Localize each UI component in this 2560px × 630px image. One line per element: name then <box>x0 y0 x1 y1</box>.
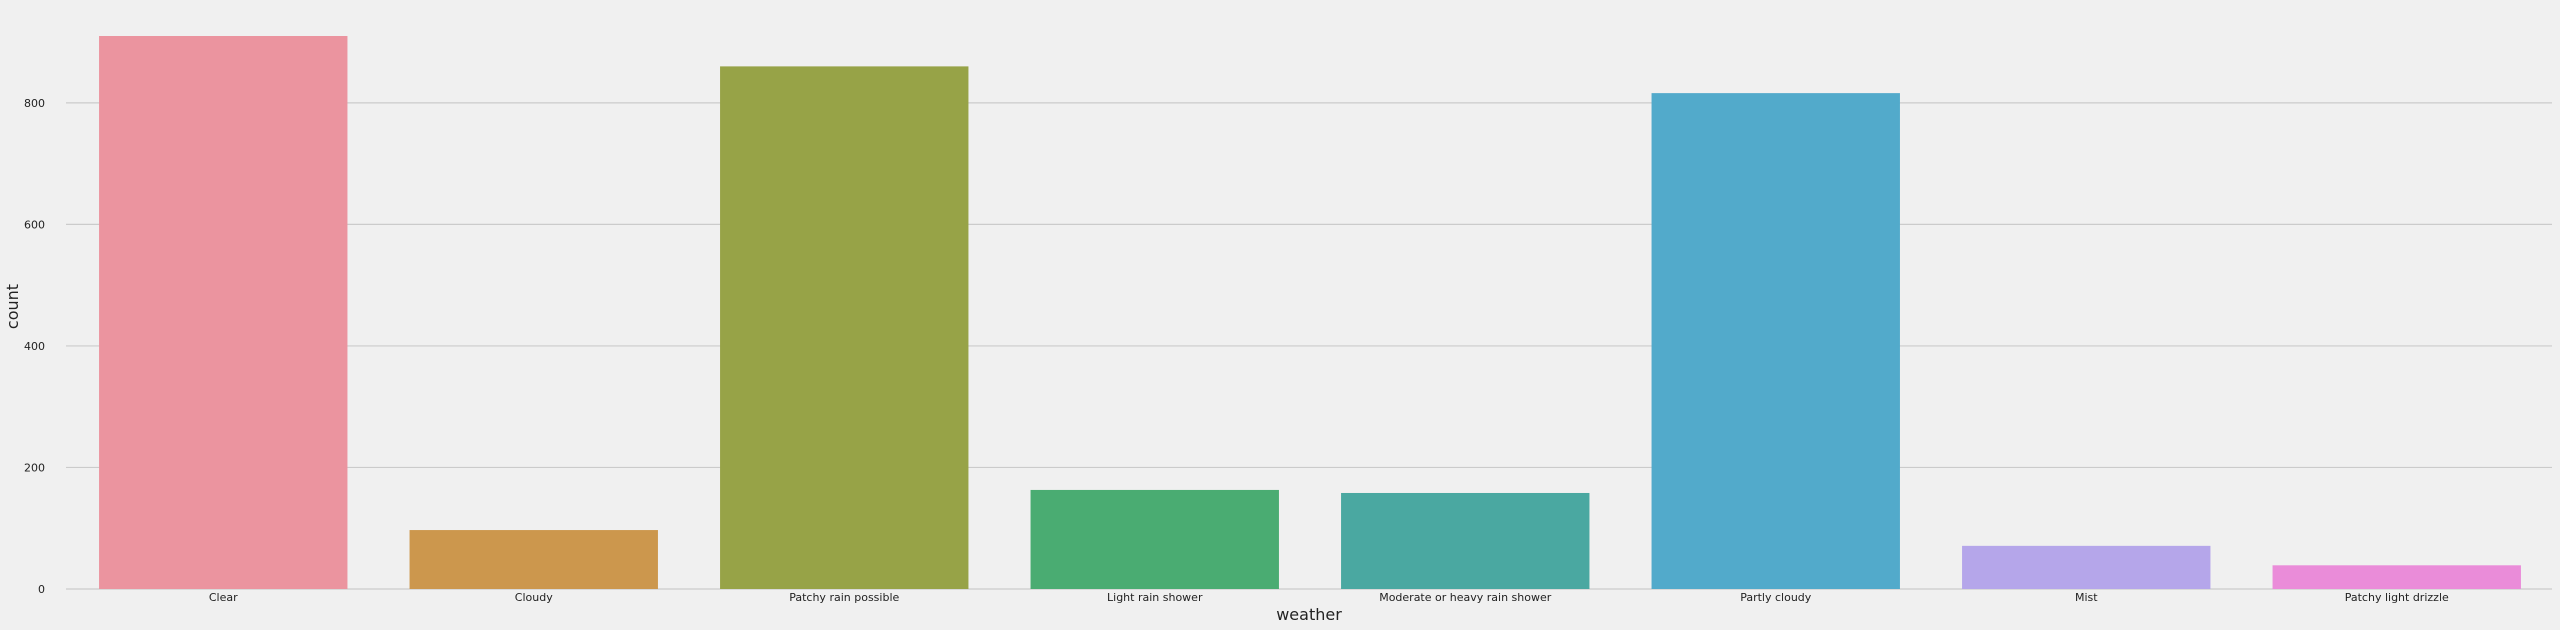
y-tick-label: 600 <box>24 218 45 231</box>
x-tick-label: Patchy light drizzle <box>2345 591 2449 604</box>
y-tick-labels: 0 200 400 600 800 <box>24 97 45 596</box>
x-tick-label: Partly cloudy <box>1740 591 1812 604</box>
y-tick-label: 0 <box>38 583 45 596</box>
x-tick-label: Moderate or heavy rain shower <box>1379 591 1552 604</box>
y-tick-label: 800 <box>24 97 45 110</box>
bar-patchy-rain-possible <box>720 66 969 589</box>
bar-cloudy <box>409 530 658 589</box>
bars <box>99 36 2521 589</box>
bar-patchy-light-drizzle <box>2272 565 2521 589</box>
x-axis-label: weather <box>1276 605 1342 624</box>
bar-partly-cloudy <box>1651 93 1900 589</box>
bar-light-rain-shower <box>1030 489 1279 589</box>
x-tick-label: Cloudy <box>515 591 553 604</box>
bar-mist <box>1962 545 2211 589</box>
x-tick-label: Clear <box>209 591 238 604</box>
x-tick-labels: Clear Cloudy Patchy rain possible Light rai… <box>209 591 2449 604</box>
y-tick-label: 400 <box>24 340 45 353</box>
bar-moderate-or-heavy-rain-shower <box>1341 492 1590 589</box>
x-tick-label: Patchy rain possible <box>789 591 899 604</box>
x-tick-label: Mist <box>2075 591 2098 604</box>
y-axis-label: count <box>3 284 22 329</box>
bar-clear <box>99 36 348 589</box>
grid-lines <box>66 102 2552 590</box>
x-tick-label: Light rain shower <box>1107 591 1203 604</box>
y-tick-label: 200 <box>24 461 45 474</box>
